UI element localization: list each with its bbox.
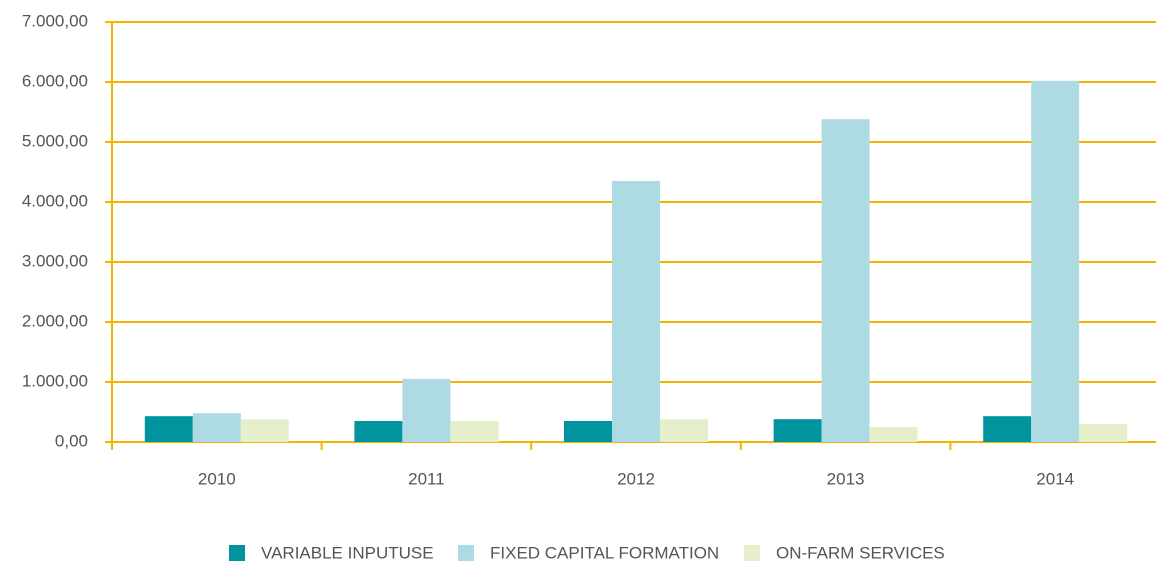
bar [450, 421, 499, 442]
y-tick-label: 5.000,00 [22, 131, 88, 150]
bar [821, 119, 870, 442]
y-tick-label: 1.000,00 [22, 371, 88, 390]
y-tick-label: 3.000,00 [22, 251, 88, 270]
y-tick-label: 0,00 [55, 431, 88, 450]
bar [869, 427, 918, 442]
x-tick-label: 2013 [827, 469, 865, 488]
bar [192, 413, 241, 442]
legend-swatch [744, 545, 760, 561]
bar [983, 416, 1032, 442]
bar [1031, 80, 1080, 443]
legend-swatch [458, 545, 474, 561]
x-tick-label: 2010 [198, 469, 236, 488]
bar [612, 181, 660, 442]
bar [773, 419, 822, 442]
y-tick-label: 7.000,00 [22, 11, 88, 30]
bar [144, 416, 193, 442]
y-tick-label: 2.000,00 [22, 311, 88, 330]
legend-label: FIXED CAPITAL FORMATION [490, 543, 719, 562]
x-tick-label: 2011 [408, 469, 445, 488]
y-tick-label: 4.000,00 [22, 191, 88, 210]
x-tick-label: 2012 [617, 469, 655, 488]
y-tick-label: 6.000,00 [22, 71, 88, 90]
bar [402, 379, 451, 442]
bar [660, 419, 708, 442]
bar [240, 419, 289, 442]
bar [564, 421, 612, 442]
legend-swatch [229, 545, 245, 561]
legend-label: VARIABLE INPUTUSE [261, 543, 434, 562]
bar [354, 421, 403, 442]
legend-label: ON-FARM SERVICES [776, 543, 945, 562]
bar [1079, 424, 1128, 442]
x-tick-label: 2014 [1036, 469, 1074, 488]
